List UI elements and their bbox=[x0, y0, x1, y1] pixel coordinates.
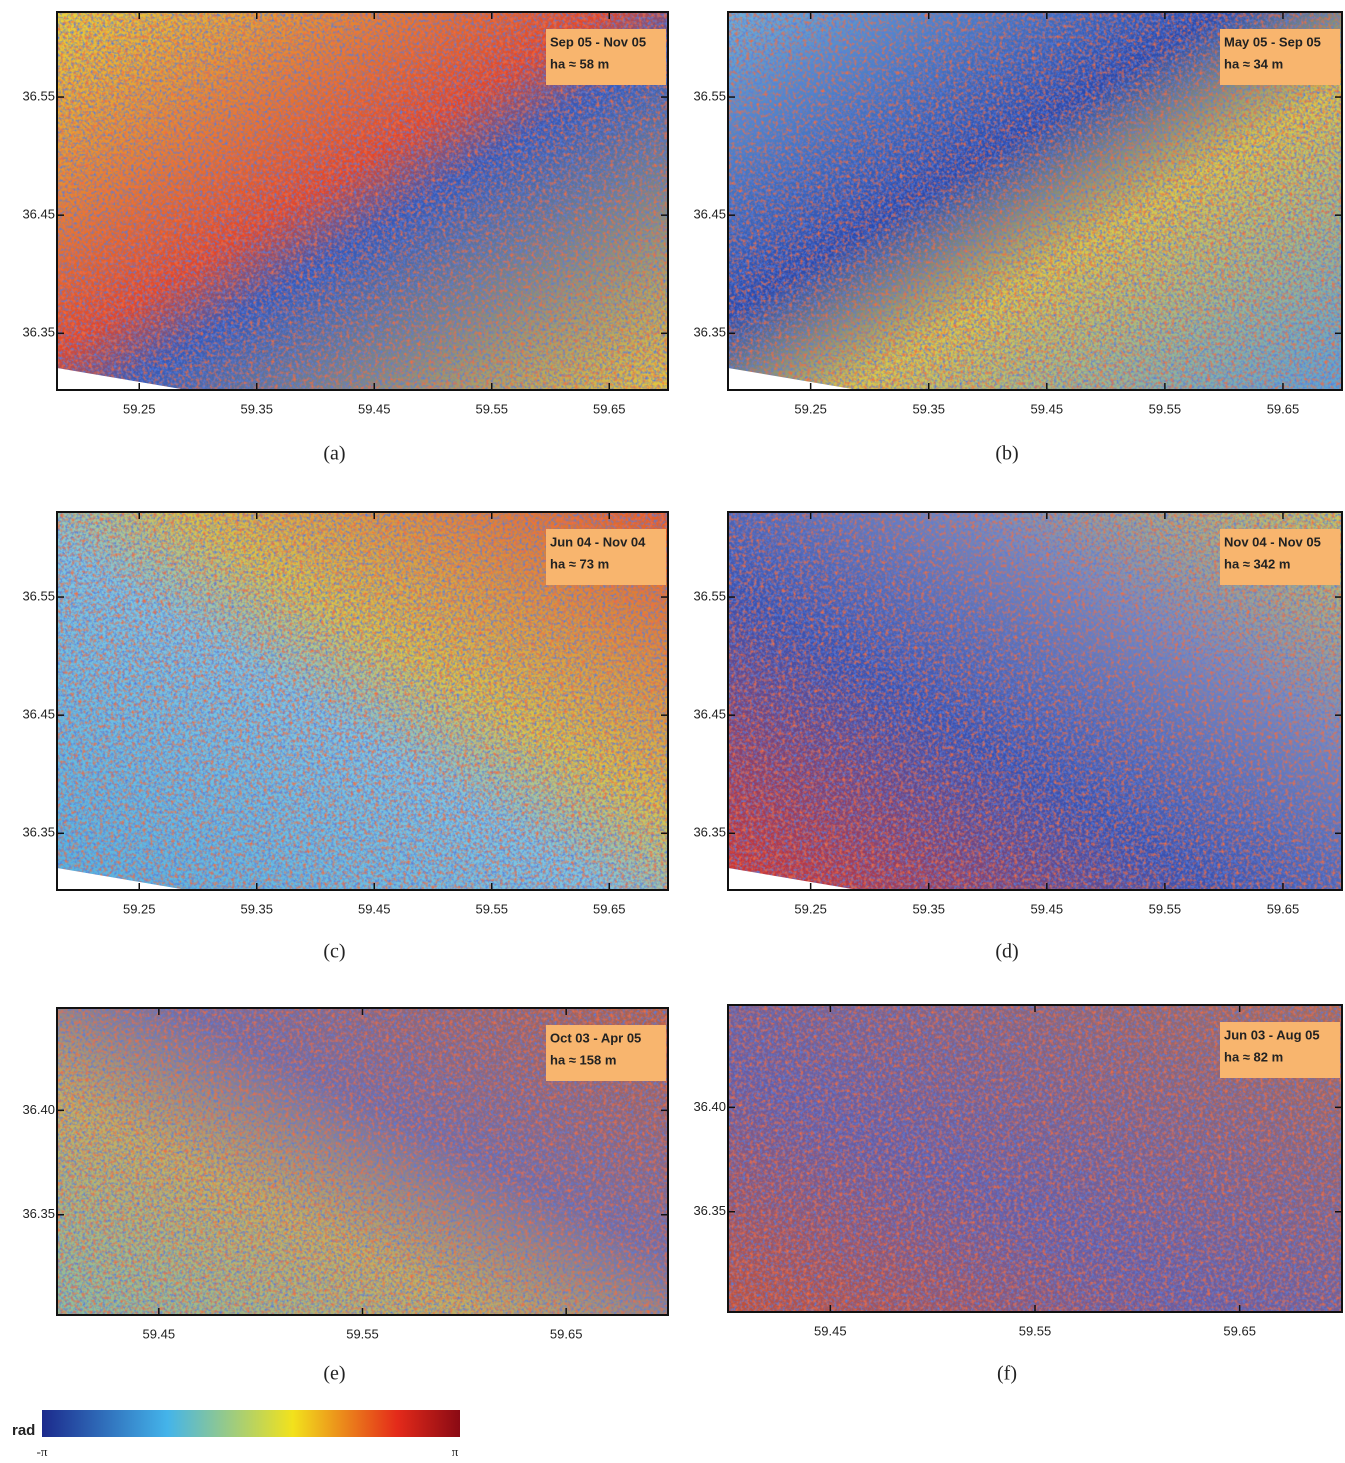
y-tick-label: 36.40 bbox=[22, 1102, 55, 1117]
x-tick-label: 59.65 bbox=[1267, 401, 1300, 416]
panel-label: (b) bbox=[995, 443, 1018, 465]
y-tick-label: 36.45 bbox=[22, 707, 55, 722]
y-tick-label: 36.45 bbox=[693, 207, 726, 222]
x-tick-label: 59.55 bbox=[1019, 1323, 1052, 1338]
y-tick-label: 36.55 bbox=[22, 88, 55, 103]
x-tick-label: 59.45 bbox=[358, 901, 391, 916]
y-tick-label: 36.35 bbox=[693, 325, 726, 340]
annotation-baseline: ha ≈ 73 m bbox=[550, 556, 609, 571]
x-tick-label: 59.25 bbox=[794, 901, 827, 916]
y-tick-label: 36.40 bbox=[693, 1099, 726, 1114]
annotation-baseline: ha ≈ 158 m bbox=[550, 1052, 616, 1067]
x-tick-label: 59.65 bbox=[550, 1326, 583, 1341]
figure: rad -π π 59.25 59.35 59.45 59.55 59.65 36.35 3… bbox=[0, 0, 1345, 1463]
x-tick-label: 59.45 bbox=[1031, 401, 1064, 416]
x-tick-label: 59.25 bbox=[794, 401, 827, 416]
y-tick-label: 36.55 bbox=[693, 588, 726, 603]
panel-label: (e) bbox=[323, 1363, 345, 1385]
x-tick-label: 59.55 bbox=[475, 401, 508, 416]
x-tick-label: 59.55 bbox=[1149, 401, 1182, 416]
panel-label: (d) bbox=[995, 941, 1018, 963]
panel-label: (f) bbox=[997, 1363, 1017, 1385]
panel: 59.25 59.35 59.45 59.55 59.65 36.35 36.45 36.55… bbox=[22, 512, 668, 963]
x-tick-label: 59.65 bbox=[593, 901, 626, 916]
y-tick-label: 36.35 bbox=[693, 825, 726, 840]
panel: 59.45 59.55 59.65 36.35 36.40 Jun 03 - Aug 05… bbox=[693, 1005, 1342, 1385]
annotation-dates: Jun 03 - Aug 05 bbox=[1224, 1027, 1320, 1042]
x-tick-label: 59.35 bbox=[912, 401, 945, 416]
x-tick-label: 59.55 bbox=[1149, 901, 1182, 916]
x-tick-label: 59.45 bbox=[143, 1326, 176, 1341]
y-tick-label: 36.55 bbox=[22, 588, 55, 603]
y-tick-label: 36.45 bbox=[693, 707, 726, 722]
y-tick-label: 36.35 bbox=[693, 1203, 726, 1218]
x-tick-label: 59.65 bbox=[1267, 901, 1300, 916]
annotation-dates: Nov 04 - Nov 05 bbox=[1224, 534, 1321, 549]
colorbar: rad -π π bbox=[12, 1410, 460, 1459]
x-tick-label: 59.35 bbox=[912, 901, 945, 916]
annotation-baseline: ha ≈ 58 m bbox=[550, 56, 609, 71]
panel: 59.25 59.35 59.45 59.55 59.65 36.35 36.45 36.55… bbox=[22, 12, 668, 465]
x-tick-label: 59.25 bbox=[123, 901, 156, 916]
annotation-dates: May 05 - Sep 05 bbox=[1224, 34, 1321, 49]
panel: 59.25 59.35 59.45 59.55 59.65 36.35 36.45 36.55… bbox=[693, 12, 1342, 465]
annotation-baseline: ha ≈ 82 m bbox=[1224, 1049, 1283, 1064]
y-tick-label: 36.35 bbox=[22, 325, 55, 340]
panel-label: (a) bbox=[323, 443, 345, 465]
panel-label: (c) bbox=[323, 941, 345, 963]
y-tick-label: 36.45 bbox=[22, 207, 55, 222]
colorbar-unit: rad bbox=[12, 1422, 35, 1439]
panel: 59.45 59.55 59.65 36.35 36.40 Oct 03 - Apr 05… bbox=[22, 1008, 668, 1385]
x-tick-label: 59.45 bbox=[814, 1323, 847, 1338]
x-tick-label: 59.45 bbox=[358, 401, 391, 416]
annotation-baseline: ha ≈ 34 m bbox=[1224, 56, 1283, 71]
x-tick-label: 59.45 bbox=[1031, 901, 1064, 916]
colorbar-max: π bbox=[452, 1444, 459, 1459]
x-tick-label: 59.55 bbox=[346, 1326, 379, 1341]
x-tick-label: 59.35 bbox=[240, 901, 273, 916]
x-tick-label: 59.55 bbox=[475, 901, 508, 916]
panel: 59.25 59.35 59.45 59.55 59.65 36.35 36.45 36.55… bbox=[693, 512, 1342, 963]
annotation-dates: Sep 05 - Nov 05 bbox=[550, 34, 646, 49]
colorbar-scale bbox=[42, 1410, 460, 1437]
annotation-baseline: ha ≈ 342 m bbox=[1224, 556, 1290, 571]
x-tick-label: 59.25 bbox=[123, 401, 156, 416]
annotation-dates: Oct 03 - Apr 05 bbox=[550, 1030, 641, 1045]
x-tick-label: 59.65 bbox=[593, 401, 626, 416]
x-tick-label: 59.35 bbox=[240, 401, 273, 416]
y-tick-label: 36.35 bbox=[22, 1206, 55, 1221]
colorbar-min: -π bbox=[37, 1444, 48, 1459]
y-tick-label: 36.35 bbox=[22, 825, 55, 840]
y-tick-label: 36.55 bbox=[693, 88, 726, 103]
annotation-dates: Jun 04 - Nov 04 bbox=[550, 534, 646, 549]
x-tick-label: 59.65 bbox=[1223, 1323, 1256, 1338]
